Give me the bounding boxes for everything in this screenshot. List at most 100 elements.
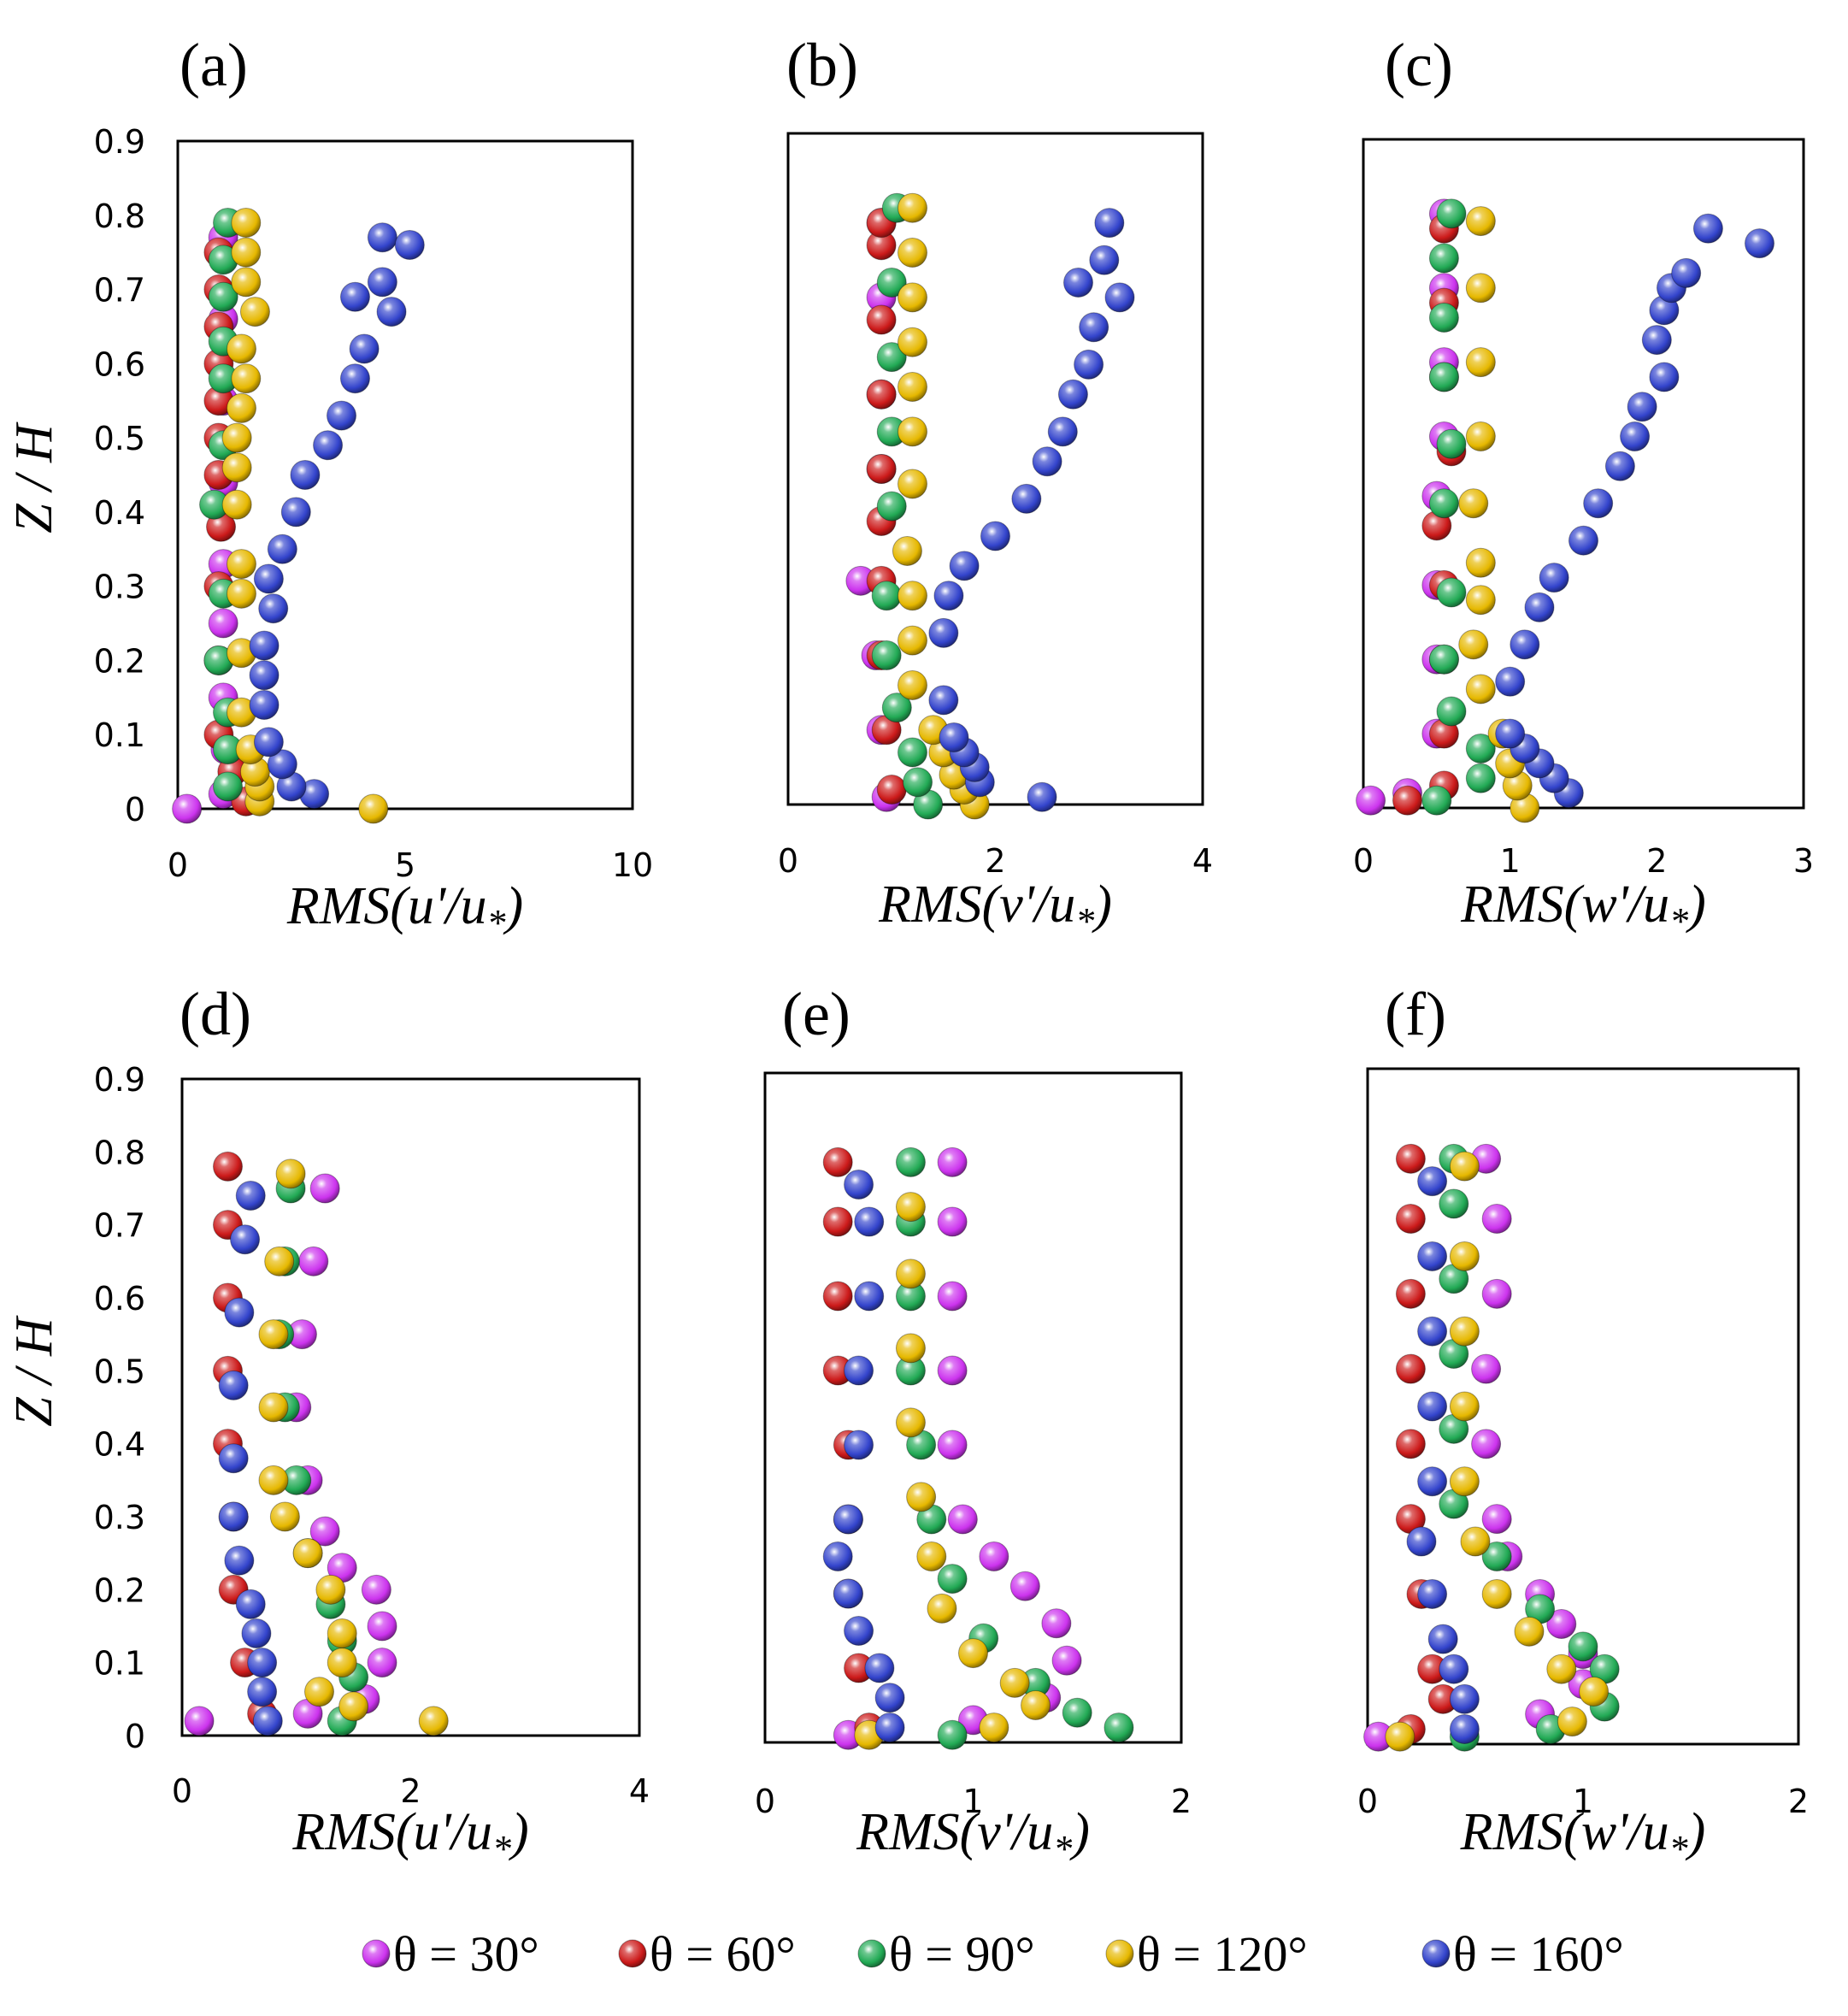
data-point — [1428, 303, 1459, 333]
data-point — [235, 1181, 266, 1211]
data-point — [1481, 1578, 1512, 1609]
data-point — [309, 1173, 340, 1204]
data-point — [1395, 1353, 1426, 1384]
data-point — [247, 1648, 278, 1678]
data-point — [871, 581, 902, 611]
data-point — [1449, 1713, 1480, 1744]
data-point — [1062, 1697, 1092, 1728]
data-point — [358, 793, 389, 824]
data-point — [1439, 1653, 1469, 1684]
series-θ = 120° — [1385, 1151, 1610, 1752]
data-point — [1510, 629, 1540, 660]
data-point — [1458, 488, 1489, 519]
data-point — [937, 1564, 968, 1595]
data-point — [898, 625, 927, 656]
y-tick-label: 0.2 — [94, 1571, 145, 1609]
legend-label: θ = 30° — [393, 1926, 539, 1982]
y-tick-label: 0.8 — [94, 1134, 145, 1171]
plot-frame — [1362, 138, 1805, 810]
data-point — [1465, 347, 1496, 378]
y-tick-label: 0.5 — [94, 420, 145, 457]
data-point — [1465, 674, 1496, 704]
data-point — [1546, 1609, 1577, 1640]
data-point — [327, 1618, 357, 1649]
plot-frame — [786, 132, 1204, 806]
data-point — [339, 281, 370, 312]
x-tick-label: 0 — [168, 846, 188, 884]
x-tick-label: 0 — [1357, 1783, 1378, 1820]
data-point — [1671, 257, 1702, 288]
series-θ = 120° — [1458, 206, 1540, 823]
data-point — [898, 469, 927, 499]
data-point — [979, 1712, 1009, 1743]
legend-label: θ = 160° — [1453, 1926, 1624, 1982]
data-point — [1471, 1429, 1502, 1459]
data-point — [949, 551, 980, 581]
data-point — [258, 1392, 289, 1423]
data-point — [1481, 1541, 1512, 1572]
data-point — [1583, 488, 1614, 519]
data-point — [218, 1501, 249, 1532]
data-point — [895, 1407, 926, 1438]
data-point — [1417, 1316, 1448, 1347]
data-point — [290, 460, 321, 490]
data-point — [1104, 282, 1135, 313]
data-point — [874, 1683, 905, 1713]
data-point — [1465, 206, 1496, 237]
legend-marker — [362, 1939, 391, 1968]
data-point — [367, 267, 397, 298]
data-point — [822, 1541, 853, 1571]
data-point — [226, 392, 256, 423]
data-point — [1579, 1677, 1610, 1707]
x-tick-label: 0 — [1353, 842, 1374, 880]
data-point — [866, 379, 897, 410]
y-tick-label: 0.4 — [94, 1426, 145, 1464]
data-point — [939, 722, 969, 752]
series-θ = 90° — [199, 207, 244, 802]
x-tick-label: 10 — [612, 846, 653, 884]
data-point — [1514, 1616, 1545, 1647]
data-point — [1406, 1526, 1437, 1557]
data-point — [349, 333, 380, 364]
panel-b: (b) 0 2 4 RMS(v'/u*) — [778, 31, 1213, 942]
data-point — [1458, 629, 1489, 660]
data-point — [937, 1355, 968, 1386]
y-tick-label: 0 — [125, 791, 145, 828]
data-point — [898, 238, 927, 268]
data-point — [231, 207, 262, 238]
data-point — [958, 1638, 988, 1669]
data-point — [937, 1281, 968, 1312]
x-tick-label: 4 — [1192, 842, 1213, 880]
data-point — [258, 1319, 289, 1350]
data-point — [247, 1677, 278, 1707]
data-point — [1465, 547, 1496, 578]
data-point — [1041, 1608, 1072, 1639]
legend: θ = 30° θ = 60° θ = 90° θ = 120° θ = 160° — [362, 1926, 1624, 1982]
data-point — [871, 640, 902, 671]
data-point — [844, 1170, 874, 1200]
data-point — [1568, 525, 1598, 556]
legend-marker — [857, 1939, 886, 1968]
data-point — [895, 1259, 926, 1289]
data-point — [213, 771, 244, 802]
data-point — [844, 1616, 874, 1646]
data-point — [1449, 1391, 1480, 1422]
data-point — [1641, 325, 1672, 356]
data-point — [280, 497, 311, 528]
data-point — [249, 660, 280, 691]
data-point — [235, 1589, 266, 1619]
data-point — [1449, 1151, 1480, 1182]
x-tick-label: 2 — [985, 842, 1005, 880]
data-point — [1465, 763, 1496, 793]
data-point — [1417, 1391, 1448, 1422]
panel-f: (f) 0 1 2 RMS(w'/u*) — [1357, 980, 1809, 1870]
data-point — [304, 1677, 334, 1707]
x-axis-label: RMS(w'/u*) — [1460, 875, 1706, 942]
legend-label: θ = 60° — [650, 1926, 796, 1982]
data-point — [252, 1706, 283, 1736]
plot-frame — [1366, 1067, 1800, 1746]
y-tick-label: 0.7 — [94, 272, 145, 309]
data-point — [367, 1611, 397, 1642]
x-tick-label: 4 — [629, 1772, 650, 1810]
data-point — [1417, 1166, 1448, 1197]
